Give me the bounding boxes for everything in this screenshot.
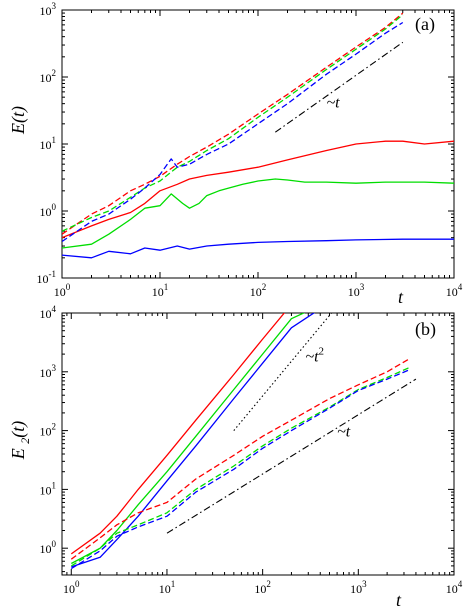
annotations-a: ~t <box>326 95 340 112</box>
x-axis-label-b: t <box>396 590 402 610</box>
y-tick-label: 102 <box>40 68 57 85</box>
guide-line-a-6 <box>274 41 404 133</box>
y-axis-label-b-text: E <box>8 448 28 460</box>
y-tick-label: 104 <box>40 304 57 321</box>
axis-ticks-a <box>61 9 455 279</box>
annotation-a-0: ~t <box>326 95 340 112</box>
series-line-b-1 <box>70 313 306 565</box>
x-tick-label: 104 <box>446 579 463 596</box>
annotation-b-0: ~t2 <box>305 345 324 365</box>
series-group-b <box>70 313 417 570</box>
series-line-b-5 <box>70 368 411 570</box>
x-tick-label: 103 <box>350 579 367 596</box>
y-axis-label-b-subscript: 2 <box>18 438 32 444</box>
series-line-b-4 <box>70 366 411 567</box>
y-tick-label: 100 <box>40 202 57 219</box>
y-tick-label: 102 <box>40 422 57 439</box>
series-line-a-1 <box>62 178 454 249</box>
series-line-a-0 <box>62 140 454 239</box>
panel-label-b: (b) <box>415 319 436 340</box>
y-axis-label-a: E(t) <box>8 106 29 135</box>
series-line-a-3 <box>62 12 404 235</box>
series-line-a-4 <box>62 14 404 232</box>
series-line-b-2 <box>71 313 316 568</box>
panel-b: 100 101 102 103 104 100 101 102 103 104 (b) t E 2… <box>8 304 463 610</box>
x-tick-label: 101 <box>152 282 169 299</box>
series-line-a-5 <box>62 21 404 243</box>
series-group-a <box>62 12 454 259</box>
y-tick-label: 103 <box>40 1 57 18</box>
y-tick-label: 101 <box>40 135 57 152</box>
guide-line-b-7 <box>166 378 417 534</box>
series-line-b-3 <box>70 357 411 560</box>
x-tick-label: 100 <box>63 579 80 596</box>
axis-ticks-b <box>61 312 455 575</box>
guide-line-b-6 <box>233 313 333 431</box>
annotation-b-1: ~t <box>337 423 351 440</box>
x-tick-label: 102 <box>254 579 271 596</box>
y-axis-label-b: E 2(t) <box>8 421 32 461</box>
x-tick-label: 101 <box>159 579 176 596</box>
y-tick-label: 101 <box>40 480 57 497</box>
y-axis-label-b-rest: (t) <box>8 421 29 438</box>
x-tick-label: 102 <box>250 282 267 299</box>
annotations-b: ~t2 ~t <box>305 345 350 440</box>
series-line-b-0 <box>70 313 286 555</box>
y-tick-label: 100 <box>40 539 57 556</box>
x-axis-label-a: t <box>398 287 404 307</box>
tick-labels-b: 100 101 102 103 104 100 101 102 103 104 <box>40 304 463 596</box>
x-tick-label: 103 <box>348 282 365 299</box>
y-tick-label: 103 <box>40 363 57 380</box>
panel-label-a: (a) <box>415 14 435 35</box>
y-tick-label: 10-1 <box>37 269 57 286</box>
series-line-a-2 <box>62 238 454 259</box>
plot-frame-a <box>61 9 455 279</box>
x-tick-label: 100 <box>54 282 71 299</box>
x-tick-label: 104 <box>446 282 463 299</box>
